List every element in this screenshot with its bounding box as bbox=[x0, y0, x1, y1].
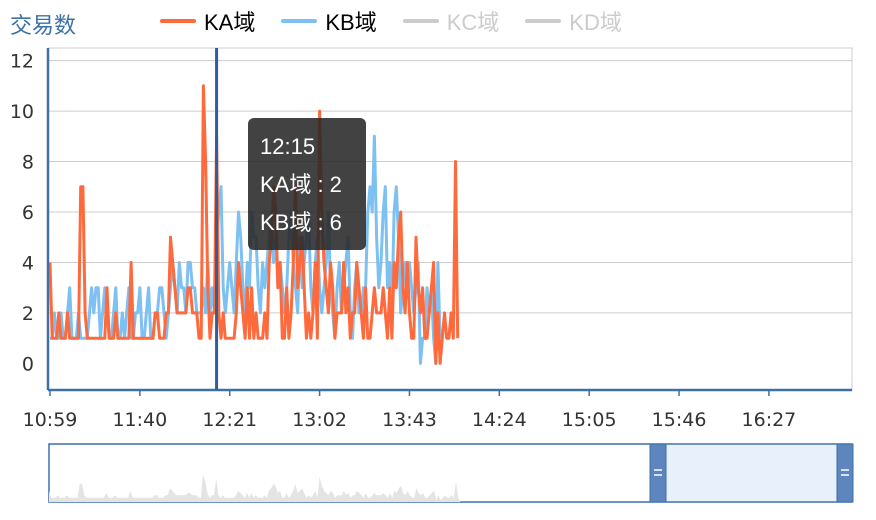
zoom-handle-right[interactable] bbox=[836, 443, 854, 503]
y-tick-label: 2 bbox=[22, 303, 34, 325]
legend-item-kc[interactable]: KC域 bbox=[402, 5, 500, 37]
y-tick-label: 6 bbox=[22, 202, 34, 224]
y-tick-label: 10 bbox=[10, 101, 34, 123]
x-tick-label: 10:59 bbox=[23, 409, 78, 431]
legend-item-kb[interactable]: KB域 bbox=[281, 5, 377, 37]
x-tick-label: 12:21 bbox=[202, 409, 257, 431]
zoom-preview-area bbox=[49, 474, 461, 502]
x-tick-label: 15:46 bbox=[652, 409, 707, 431]
tooltip-ka-value: KA域 : 2 bbox=[260, 172, 342, 197]
x-tick-label: 15:05 bbox=[562, 409, 617, 431]
legend-swatch-kd bbox=[525, 19, 562, 23]
legend-swatch-ka bbox=[160, 19, 196, 23]
x-tick-label: 13:02 bbox=[292, 409, 347, 431]
series-line-KA域 bbox=[48, 84, 460, 365]
legend: KA域 KB域 KC域 KD域 bbox=[160, 4, 648, 38]
legend-label-ka: KA域 bbox=[204, 10, 256, 35]
tooltip-kb-value: KB域 : 6 bbox=[260, 210, 342, 235]
chart-title: 交易数 bbox=[10, 13, 77, 38]
x-tick-label: 14:24 bbox=[472, 409, 527, 431]
x-tick-label: 13:43 bbox=[382, 409, 437, 431]
legend-label-kb: KB域 bbox=[325, 10, 377, 35]
legend-label-kc: KC域 bbox=[446, 10, 500, 35]
x-tick-label: 16:27 bbox=[742, 409, 797, 431]
legend-swatch-kb bbox=[281, 19, 318, 23]
zoom-handle-left[interactable] bbox=[649, 443, 667, 503]
y-tick-label: 8 bbox=[22, 152, 34, 174]
legend-label-kd: KD域 bbox=[569, 10, 622, 35]
tooltip: 12:15 KA域 : 2 KB域 : 6 bbox=[248, 118, 366, 250]
y-tick-label: 12 bbox=[10, 51, 34, 73]
legend-item-ka[interactable]: KA域 bbox=[160, 5, 255, 37]
legend-swatch-kc bbox=[402, 19, 439, 23]
y-tick-label: 4 bbox=[22, 252, 34, 274]
legend-item-kd[interactable]: KD域 bbox=[525, 5, 622, 37]
x-tick-label: 11:40 bbox=[112, 409, 167, 431]
y-tick-label: 0 bbox=[22, 353, 34, 375]
tooltip-time: 12:15 bbox=[260, 134, 316, 159]
zoom-window bbox=[658, 445, 837, 501]
